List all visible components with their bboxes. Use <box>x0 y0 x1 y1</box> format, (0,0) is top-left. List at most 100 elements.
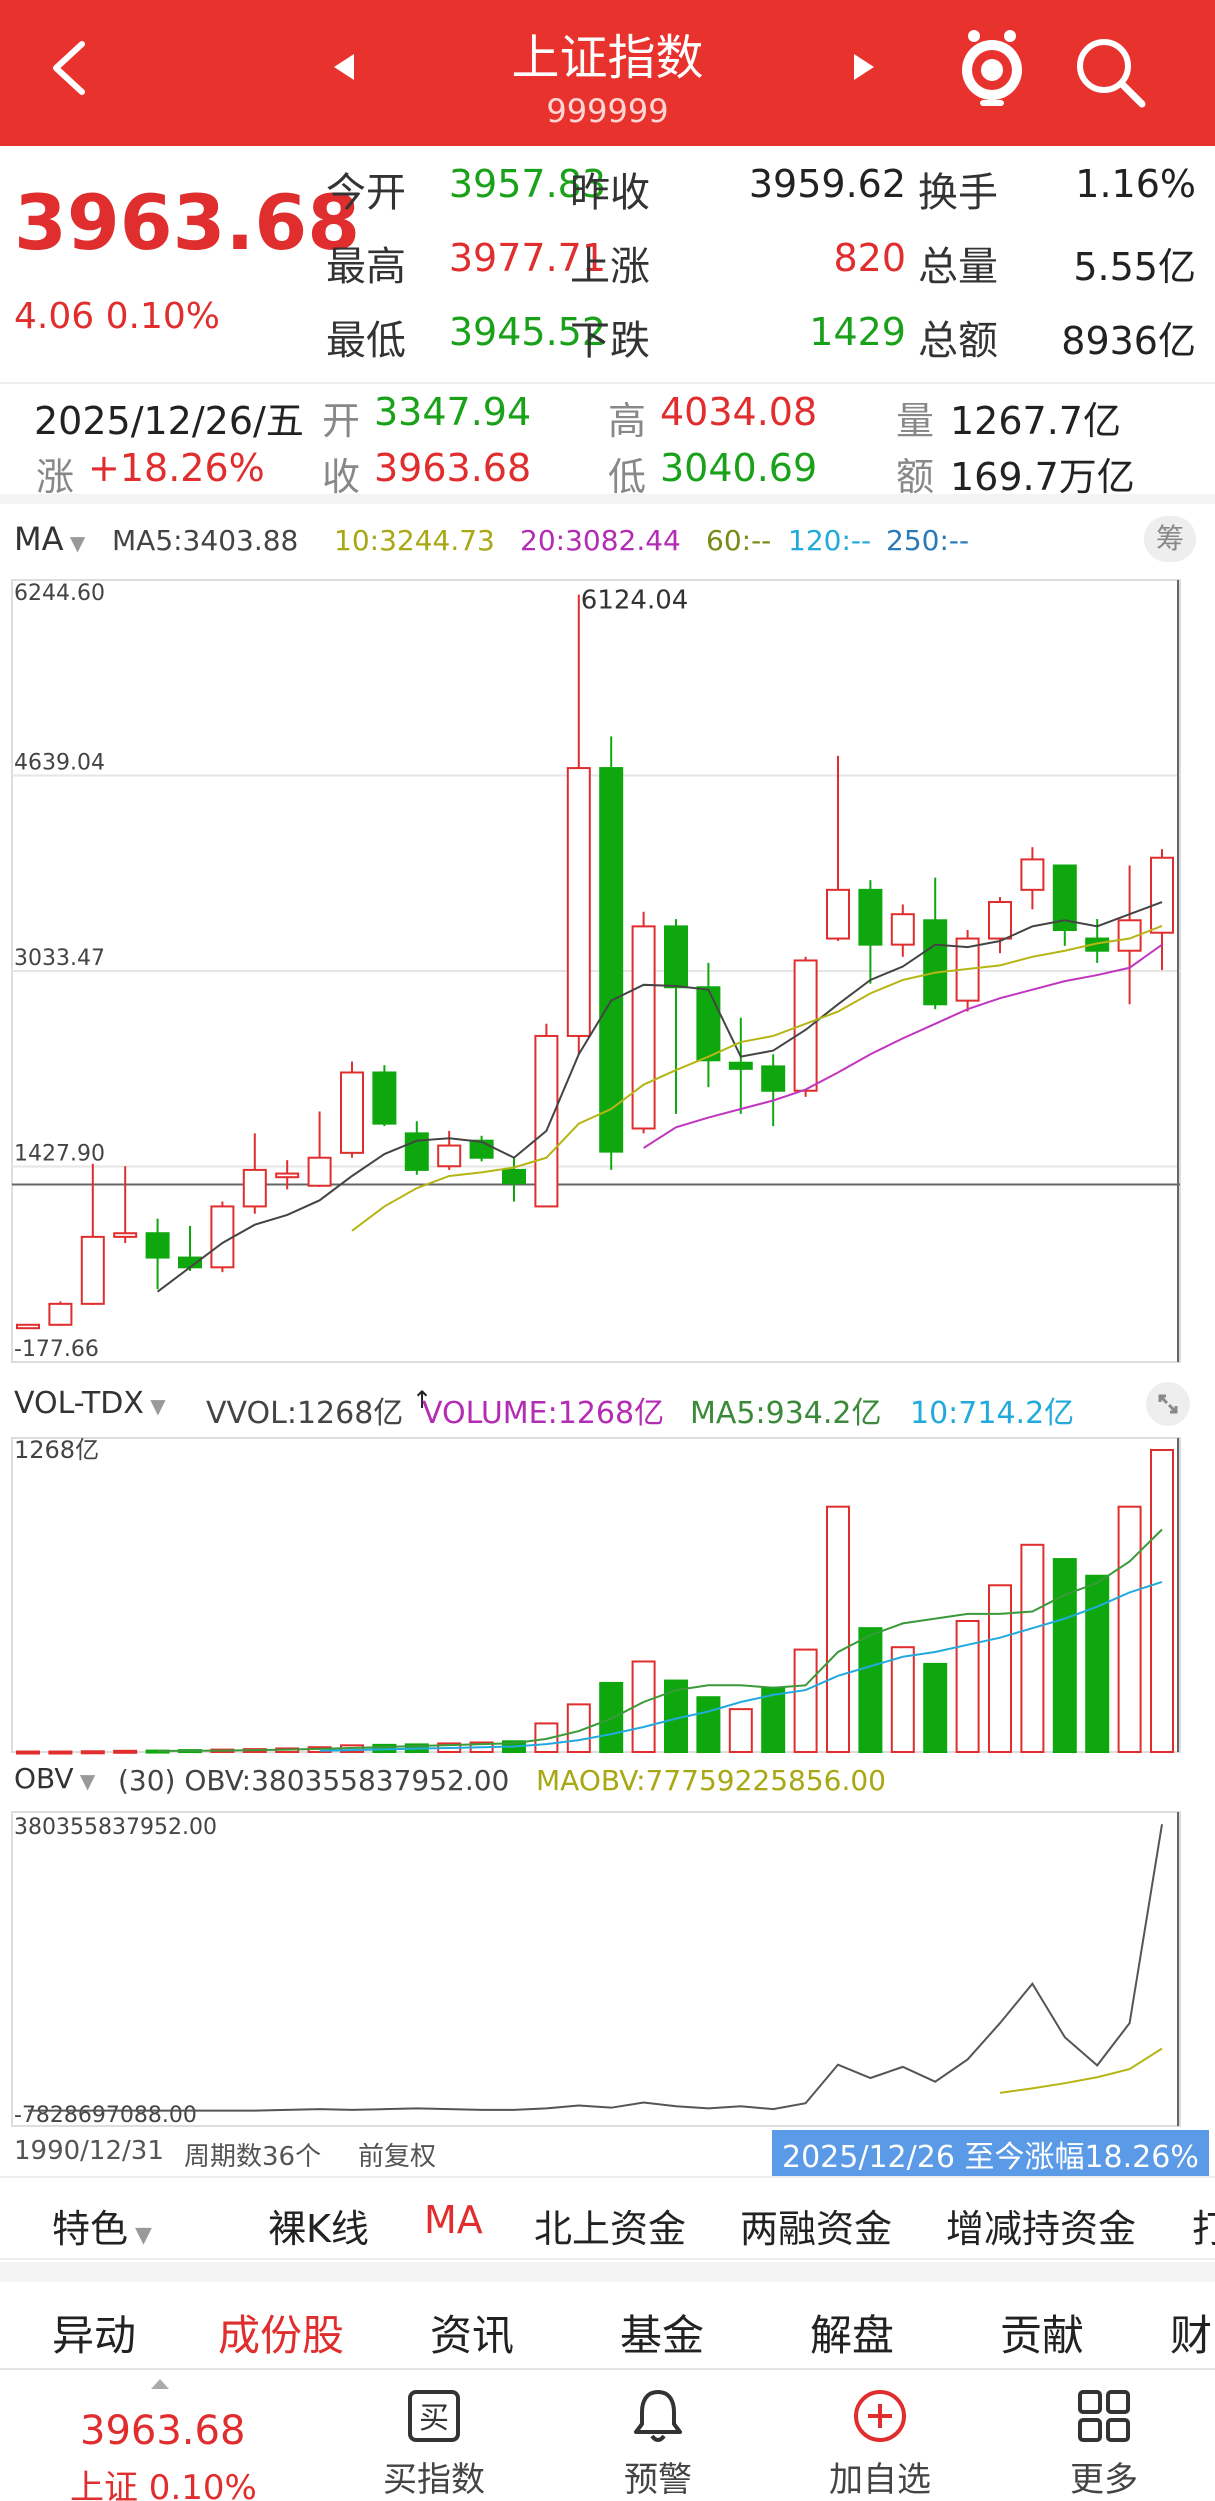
candle-body <box>437 1144 462 1168</box>
quote-label: 上涨 <box>570 244 650 290</box>
previous-index-icon[interactable] <box>332 52 356 82</box>
ma5-value: MA5:3403.88 <box>112 524 299 557</box>
volume-bar <box>1020 1543 1045 1754</box>
buy-icon: 买 <box>408 2390 460 2442</box>
up-triangle-icon <box>151 2379 169 2389</box>
tab-holding-change[interactable]: 增减持资金 <box>946 2207 1137 2251</box>
quote-value: 3959.62 <box>748 162 906 206</box>
period-info: 2025/12/26/五 涨 +18.26% 开 3347.94 收 3963.… <box>0 386 1215 504</box>
ma60-value: 60:-- <box>706 524 772 557</box>
more-button[interactable]: 更多 <box>1014 2370 1194 2501</box>
candlestick-chart[interactable]: 6244.60 4639.04 3033.47 1427.90 -177.66 6124.… <box>0 564 1215 1378</box>
candle-body <box>599 767 624 1153</box>
volume-bar <box>793 1648 818 1753</box>
volume-bar <box>1150 1449 1174 1753</box>
candle-body <box>1052 864 1077 932</box>
assistant-robot-icon[interactable] <box>954 28 1030 108</box>
chart-frame <box>11 1437 1181 1753</box>
period-high-label: 高 <box>608 399 647 443</box>
expand-chart-button[interactable] <box>1146 1382 1190 1426</box>
back-arrow-icon[interactable] <box>44 38 100 98</box>
volume-indicator-bar: VOL-TDX ▼ VVOL:1268亿 ↑ VOLUME:1268亿 MA5:… <box>0 1378 1215 1431</box>
candle-body <box>793 959 818 1092</box>
quote-label: 最高 <box>326 244 406 290</box>
add-watchlist-button[interactable]: 加自选 <box>790 2370 970 2501</box>
obv-indicator-bar: OBV ▼ (30) OBV:380355837952.00 MAOBV:777… <box>0 1756 1215 1804</box>
period-volume-value: 1267.7亿 <box>950 399 1121 443</box>
buy-index-button[interactable]: 买 买指数 <box>344 2370 524 2501</box>
tab-northbound[interactable]: 北上资金 <box>534 2207 687 2251</box>
volume-bar <box>16 1750 40 1755</box>
candle-body <box>404 1132 429 1171</box>
period-amount-label: 额 <box>896 455 935 499</box>
obv-line-maobv <box>999 2047 1163 2094</box>
quote-value: 1.16% <box>1075 162 1196 206</box>
title-bar: 上证指数 999999 <box>0 0 1215 146</box>
obv-tab-selector[interactable]: OBV ▼ <box>14 1762 95 1795</box>
candle-body <box>1117 919 1142 952</box>
y-tick-label: 3033.47 <box>14 946 105 971</box>
adjust-mode[interactable]: 前复权 <box>358 2142 437 2172</box>
quote-value: 1429 <box>809 310 906 354</box>
quote-value: 820 <box>833 236 906 280</box>
chip-distribution-button[interactable]: 筹 <box>1144 516 1196 562</box>
alert-button[interactable]: 预警 <box>568 2370 748 2501</box>
tab-special[interactable]: 特色 ▼ <box>52 2198 152 2253</box>
bottom-toolbar: 3963.68 上证 0.10% 买 买指数 预警 加自选 更多 <box>0 2368 1215 2501</box>
tab-contribution[interactable]: 贡献 <box>1000 2311 1085 2360</box>
candle-body <box>16 1323 40 1330</box>
candle-body <box>1150 856 1174 934</box>
tab-finance-cut[interactable]: 财 <box>1170 2311 1213 2360</box>
tab-naked-kline[interactable]: 裸K线 <box>268 2207 369 2251</box>
candle-body <box>761 1065 786 1092</box>
period-count: 周期数36个 <box>184 2142 322 2172</box>
obv-tab-label: OBV <box>14 1762 74 1795</box>
tab-analysis[interactable]: 解盘 <box>810 2311 895 2360</box>
obv-chart[interactable]: 380355837952.00 -7828697088.00 <box>0 1804 1215 2128</box>
tab-margin[interactable]: 两融资金 <box>740 2207 893 2251</box>
volume-ma10-value: 10:714.2亿 <box>910 1396 1075 1431</box>
expand-icon <box>1158 1394 1178 1414</box>
ma-line-ma10 <box>351 924 1163 1232</box>
dropdown-arrow-icon: ▼ <box>73 1769 96 1793</box>
next-index-icon[interactable] <box>852 52 876 82</box>
quote-value: 3957.83 <box>448 162 606 206</box>
y-tick-label: 380355837952.00 <box>14 1815 217 1840</box>
quote-label: 总量 <box>918 244 998 290</box>
tab-ma[interactable]: MA <box>424 2198 483 2242</box>
volume-tab-selector[interactable]: VOL-TDX ▼ <box>14 1386 166 1421</box>
candle-body <box>728 1061 753 1070</box>
tab-constituents[interactable]: 成份股 <box>218 2311 345 2360</box>
period-date: 2025/12/26/五 <box>34 399 304 443</box>
tab-funds[interactable]: 基金 <box>620 2311 705 2360</box>
quote-value: 8936亿 <box>1061 319 1196 363</box>
volume-tab-label: VOL-TDX <box>14 1386 144 1421</box>
ma250-value: 250:-- <box>886 524 970 557</box>
ma-line-ma5 <box>156 901 1163 1293</box>
y-tick-label: 6244.60 <box>14 581 105 606</box>
search-icon[interactable] <box>1072 34 1148 110</box>
candle-body <box>372 1071 397 1125</box>
chart-feature-tabs: 特色 ▼ 裸K线 MA 北上资金 两融资金 增减持资金 打 <box>0 2176 1215 2260</box>
candle-body <box>275 1172 300 1179</box>
tab-news[interactable]: 资讯 <box>430 2311 515 2360</box>
candle-body <box>340 1071 364 1154</box>
page-title: 上证指数 <box>511 30 704 86</box>
tab-movement[interactable]: 异动 <box>52 2311 137 2360</box>
period-low-value: 3040.69 <box>660 446 818 490</box>
ma-indicator-bar: MA ▼ MA5:3403.88 10:3244.73 20:3082.44 6… <box>0 510 1215 564</box>
volume-bar <box>80 1750 105 1755</box>
candle-body <box>242 1168 267 1208</box>
price-change: 4.06 0.10% <box>14 296 220 337</box>
period-high-value: 4034.08 <box>660 390 818 434</box>
volume-chart[interactable]: 1268亿 <box>0 1430 1215 1756</box>
volume-bar <box>955 1620 980 1753</box>
tab-special-label: 特色 <box>52 2207 129 2251</box>
ma-tab-selector[interactable]: MA ▼ <box>14 520 85 558</box>
more-label: 更多 <box>1070 2460 1138 2500</box>
volume-bar <box>1117 1505 1142 1753</box>
candle-body <box>307 1156 332 1187</box>
tab-more-cut[interactable]: 打 <box>1192 2207 1215 2251</box>
period-open-value: 3347.94 <box>374 390 532 434</box>
up-arrow-icon: ↑ <box>412 1386 433 1414</box>
